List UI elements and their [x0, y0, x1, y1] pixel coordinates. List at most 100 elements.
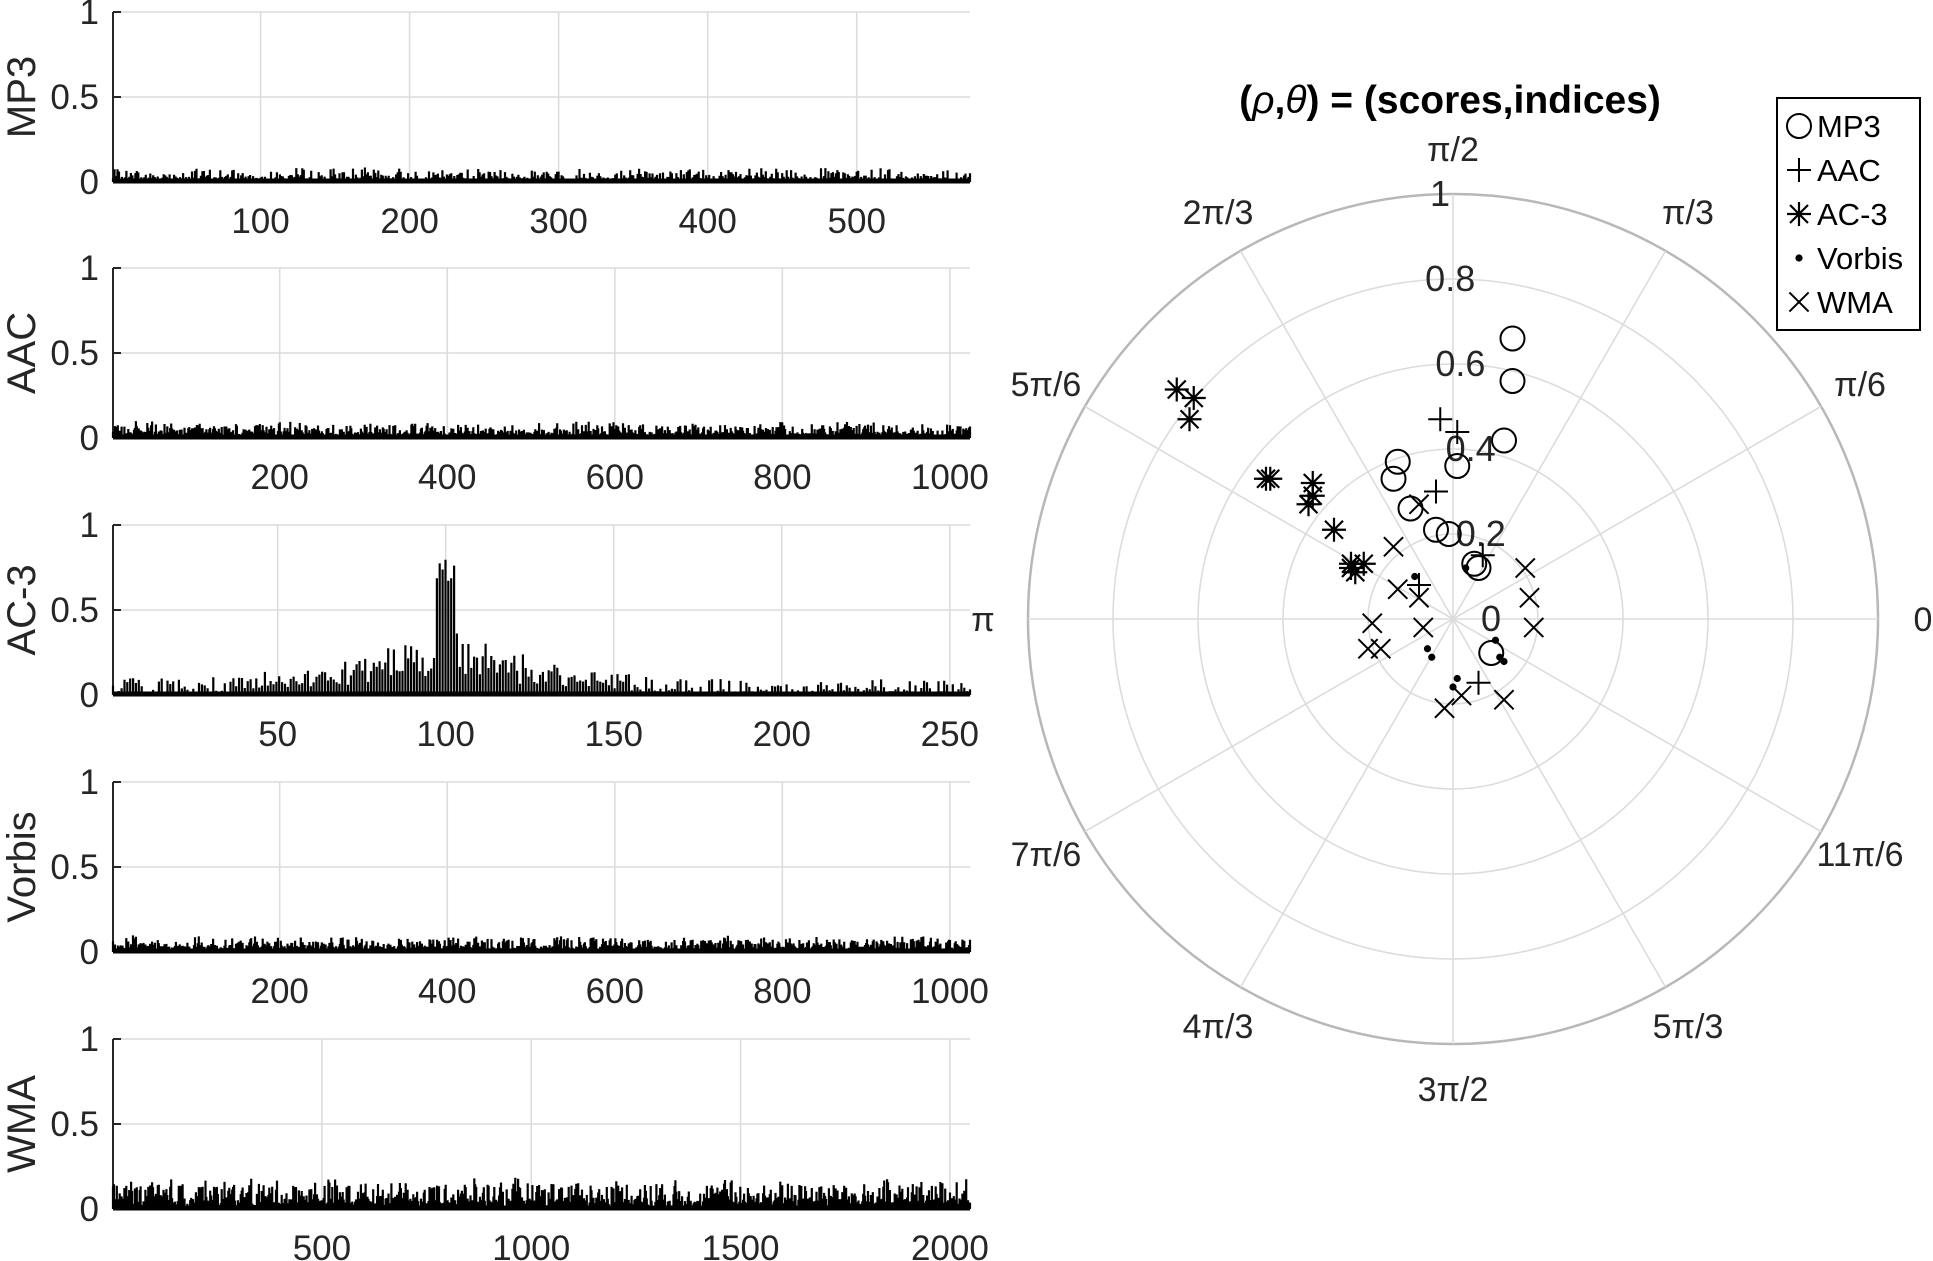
- angle-tick-label: 5π/6: [1011, 366, 1082, 404]
- legend-item-wma: WMA: [1788, 285, 1893, 320]
- marker-plus: [1470, 543, 1495, 568]
- marker-star: [1351, 551, 1376, 576]
- marker-circle: [1435, 521, 1462, 547]
- angle-tick-label: 0: [1914, 601, 1933, 639]
- polar-plot: (ρ,θ) = (scores,indices) 00.20.40.60.81 …: [971, 79, 1932, 1109]
- marker-circle: [1478, 640, 1505, 666]
- radius-tick-label: 0.8: [1425, 258, 1475, 299]
- x-tick-label: 400: [418, 458, 476, 497]
- marker-circle: [1491, 427, 1517, 454]
- marker-star: [1339, 551, 1363, 576]
- marker-x: [1788, 291, 1810, 313]
- marker-star: [1300, 483, 1325, 508]
- marker-x: [1361, 612, 1383, 634]
- x-tick-label: 100: [417, 715, 475, 754]
- marker-x: [1514, 557, 1536, 579]
- y-tick-label: 0.5: [50, 334, 99, 373]
- polar-title: (ρ,θ) = (scores,indices): [1239, 79, 1661, 122]
- signal-trace: [111, 1177, 972, 1209]
- marker-dot: [1428, 653, 1436, 661]
- angle-tick-label: 2π/3: [1183, 194, 1254, 232]
- y-axis-label: MP3: [0, 56, 44, 138]
- x-tick-label: 150: [585, 715, 643, 754]
- marker-star: [1181, 386, 1206, 410]
- y-tick-label: 0: [80, 1190, 99, 1229]
- marker-star: [1258, 466, 1283, 491]
- panel-mp3: 100 200 300 400 500 0 0.5 1 MP3: [0, 0, 972, 241]
- marker-circle: [1397, 495, 1424, 522]
- x-tick-label: 800: [753, 972, 811, 1011]
- marker-star: [1300, 471, 1325, 495]
- angle-tick-label: π: [971, 601, 994, 639]
- marker-x: [1408, 493, 1430, 515]
- x-tick-label: 600: [586, 458, 644, 497]
- marker-x: [1412, 617, 1434, 638]
- y-axis-label: WMA: [0, 1075, 44, 1173]
- legend-item-ac-3: AC-3: [1787, 197, 1888, 232]
- legend-label: AAC: [1817, 153, 1881, 188]
- marker-dot: [1500, 657, 1508, 666]
- marker-circle: [1423, 516, 1449, 543]
- x-tick-label: 200: [251, 972, 309, 1011]
- polar-title-open: (: [1239, 79, 1252, 122]
- polar-angle-labels: 0 π/6 π/3 π/2 2π/3 5π/6 π 7π/6 4π/3 3π/2 5π/3 11π/6: [971, 131, 1932, 1109]
- marker-x: [1370, 638, 1392, 660]
- panel-vorbis: 200 400 600 800 1000 0 0.5 1 Vorbis: [0, 763, 989, 1011]
- radius-tick-label: 0.2: [1456, 513, 1506, 554]
- marker-x: [1493, 689, 1515, 711]
- y-axis-label: AAC: [0, 312, 44, 394]
- marker-x: [1387, 578, 1409, 600]
- marker-plus: [1407, 573, 1431, 597]
- y-tick-label: 0: [80, 163, 99, 202]
- x-tick-label: 600: [586, 972, 644, 1011]
- polar-title-rest: ) = (scores,indices): [1306, 79, 1660, 122]
- x-tick-label: 500: [828, 202, 886, 241]
- angle-tick-label: π/3: [1662, 194, 1714, 232]
- y-tick-label: 0: [80, 676, 99, 715]
- marker-x: [1519, 587, 1540, 609]
- marker-star: [1177, 407, 1202, 432]
- polar-grid: [1026, 192, 1880, 1046]
- y-tick-label: 1: [80, 1020, 99, 1059]
- polar-title-rho: ρ: [1251, 79, 1274, 122]
- marker-star: [1787, 202, 1811, 226]
- radius-tick-label: 0: [1481, 598, 1501, 639]
- marker-x: [1383, 536, 1404, 558]
- y-axis-label: Vorbis: [0, 811, 44, 922]
- angle-tick-label: π/2: [1427, 131, 1479, 169]
- polar-spoke: [1084, 405, 1822, 833]
- x-tick-label: 1000: [492, 1229, 570, 1261]
- marker-dot: [1423, 645, 1432, 653]
- marker-circle: [1499, 368, 1526, 394]
- marker-plus: [1466, 670, 1491, 695]
- marker-star: [1322, 517, 1346, 542]
- marker-plus: [1428, 407, 1453, 432]
- marker-dot: [1491, 636, 1500, 644]
- legend: MP3 AAC AC-3 Vorbis WMA: [1776, 97, 1921, 331]
- marker-star: [1296, 492, 1321, 517]
- x-tick-label: 200: [251, 458, 309, 497]
- y-tick-label: 0.5: [50, 1105, 99, 1144]
- polar-title-comma: ,: [1274, 79, 1285, 122]
- y-tick-label: 0: [80, 933, 99, 972]
- angle-tick-label: 3π/2: [1418, 1071, 1489, 1109]
- y-tick-label: 0.5: [50, 591, 99, 630]
- marker-star: [1164, 377, 1189, 402]
- polar-radius-labels: 0 0.2 0.4 0.6 0.8 1: [1425, 173, 1506, 639]
- marker-dot: [1411, 572, 1419, 581]
- x-tick-label: 250: [921, 715, 979, 754]
- angle-tick-label: 4π/3: [1183, 1008, 1254, 1046]
- x-tick-label: 400: [678, 202, 736, 241]
- y-tick-label: 1: [80, 506, 99, 545]
- x-tick-label: 300: [529, 202, 587, 241]
- angle-tick-label: π/6: [1834, 366, 1886, 404]
- angle-tick-label: 5π/3: [1653, 1008, 1724, 1046]
- x-tick-label: 1500: [702, 1229, 780, 1261]
- marker-circle: [1461, 550, 1488, 577]
- marker-circle: [1380, 465, 1407, 492]
- marker-dot: [1795, 254, 1803, 262]
- radius-tick-label: 0.6: [1435, 343, 1485, 384]
- marker-plus: [1424, 479, 1448, 504]
- x-tick-label: 200: [380, 202, 438, 241]
